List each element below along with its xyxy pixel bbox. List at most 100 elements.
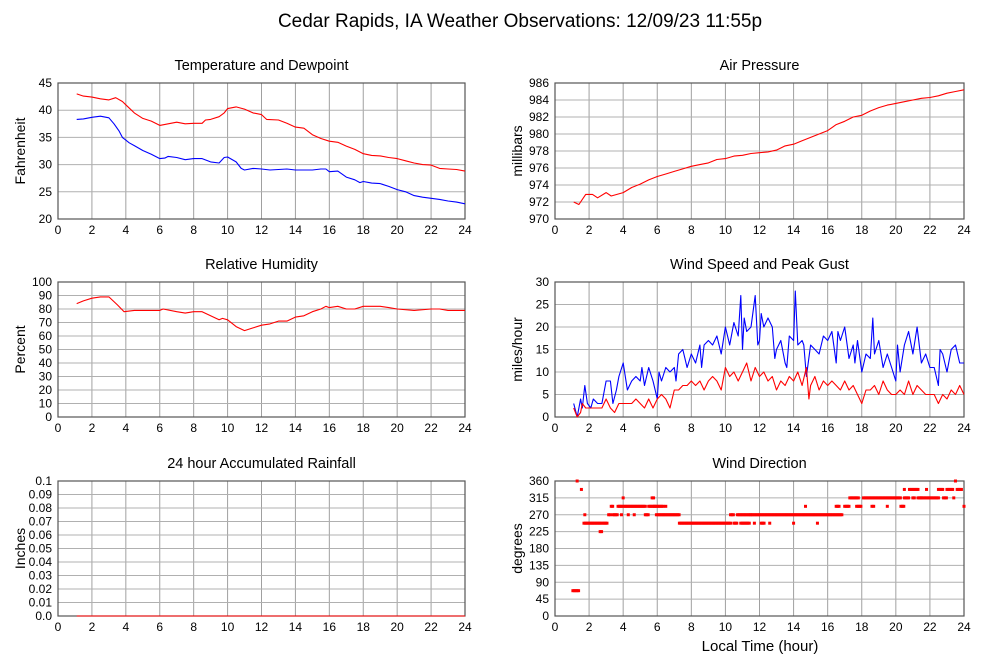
x-tick-label: 10: [221, 421, 235, 435]
x-tick-label: 2: [586, 223, 593, 237]
direction-marker: [837, 504, 841, 508]
y-tick-label: 0.05: [29, 542, 53, 556]
y-tick-label: 20: [39, 212, 53, 226]
panel-title: Temperature and Dewpoint: [174, 58, 348, 74]
y-tick-label: 0.03: [29, 569, 53, 583]
y-axis-label: Percent: [12, 325, 28, 373]
y-tick-label: 25: [536, 298, 550, 312]
x-tick-label: 6: [654, 620, 661, 634]
direction-marker: [936, 496, 940, 500]
direction-marker: [611, 504, 615, 508]
y-axis-label: Inches: [12, 528, 28, 569]
x-tick-label: 12: [753, 620, 767, 634]
y-tick-label: 984: [529, 93, 549, 107]
direction-marker: [615, 513, 619, 517]
y-tick-label: 30: [39, 370, 53, 384]
x-tick-label: 4: [122, 620, 129, 634]
x-tick-label: 12: [255, 421, 269, 435]
y-tick-label: 225: [529, 525, 549, 539]
direction-marker: [608, 513, 612, 517]
y-tick-label: 5: [542, 388, 549, 402]
y-tick-label: 0.06: [29, 528, 53, 542]
y-tick-label: 25: [39, 185, 53, 199]
plot-frame: [57, 281, 466, 418]
y-tick-label: 135: [529, 558, 549, 572]
x-tick-label: 18: [357, 223, 371, 237]
x-tick-label: 0: [55, 620, 62, 634]
direction-marker: [902, 487, 906, 491]
y-tick-label: 0.02: [29, 582, 53, 596]
direction-marker: [747, 521, 751, 525]
x-tick-label: 8: [190, 620, 197, 634]
x-tick-label: 24: [458, 620, 472, 634]
x-tick-label: 14: [787, 421, 801, 435]
direction-marker: [632, 513, 636, 517]
y-tick-label: 60: [39, 329, 53, 343]
x-tick-label: 8: [688, 421, 695, 435]
y-tick-label: 45: [39, 76, 53, 90]
x-tick-label: 24: [957, 223, 971, 237]
y-axis-label: miles/hour: [509, 317, 525, 382]
x-tick-label: 18: [855, 223, 869, 237]
direction-marker: [583, 513, 587, 517]
x-tick-label: 2: [89, 421, 96, 435]
y-tick-label: 10: [39, 397, 53, 411]
y-tick-label: 0.1: [35, 474, 52, 488]
x-tick-label: 6: [156, 223, 163, 237]
direction-marker: [902, 504, 906, 508]
x-tick-label: 24: [458, 421, 472, 435]
x-tick-label: 6: [654, 421, 661, 435]
x-tick-label: 10: [719, 223, 733, 237]
x-tick-label: 20: [390, 223, 404, 237]
x-tick-label: 14: [289, 421, 303, 435]
x-tick-label: 6: [156, 620, 163, 634]
series-line-1: [573, 362, 965, 418]
x-tick-label: 16: [821, 421, 835, 435]
direction-marker: [898, 496, 902, 500]
x-tick-label: 24: [957, 620, 971, 634]
direction-marker: [677, 513, 681, 517]
y-tick-label: 40: [39, 356, 53, 370]
direction-marker: [643, 504, 647, 508]
x-tick-label: 22: [923, 620, 937, 634]
y-tick-label: 15: [536, 343, 550, 357]
x-tick-label: 18: [357, 620, 371, 634]
panel-title: Wind Direction: [712, 456, 806, 472]
direction-marker: [605, 521, 609, 525]
x-tick-label: 16: [821, 620, 835, 634]
direction-marker: [599, 521, 603, 525]
x-tick-label: 12: [753, 223, 767, 237]
x-tick-label: 20: [390, 620, 404, 634]
direction-marker: [575, 479, 579, 483]
x-tick-label: 16: [323, 223, 337, 237]
direction-marker: [962, 504, 966, 508]
y-tick-label: 40: [39, 103, 53, 117]
y-tick-label: 0.07: [29, 515, 53, 529]
panel-title: 24 hour Accumulated Rainfall: [167, 456, 356, 472]
direction-marker: [859, 504, 863, 508]
y-tick-label: 360: [529, 474, 549, 488]
direction-marker: [661, 504, 665, 508]
x-tick-label: 2: [586, 620, 593, 634]
direction-marker: [652, 496, 656, 500]
plot-frame: [554, 82, 965, 220]
direction-marker: [577, 589, 581, 593]
y-tick-label: 30: [39, 158, 53, 172]
x-tick-label: 0: [552, 421, 559, 435]
y-tick-label: 974: [529, 178, 549, 192]
y-tick-label: 972: [529, 195, 549, 209]
direction-marker: [941, 487, 945, 491]
x-tick-label: 12: [753, 421, 767, 435]
y-tick-label: 970: [529, 212, 549, 226]
direction-marker: [870, 504, 874, 508]
y-tick-label: 35: [39, 130, 53, 144]
y-tick-label: 0.09: [29, 488, 53, 502]
direction-marker: [731, 513, 735, 517]
x-tick-label: 4: [620, 620, 627, 634]
x-tick-label: 8: [190, 421, 197, 435]
y-tick-label: 50: [39, 343, 53, 357]
x-tick-label: 14: [787, 223, 801, 237]
x-tick-label: 22: [923, 223, 937, 237]
